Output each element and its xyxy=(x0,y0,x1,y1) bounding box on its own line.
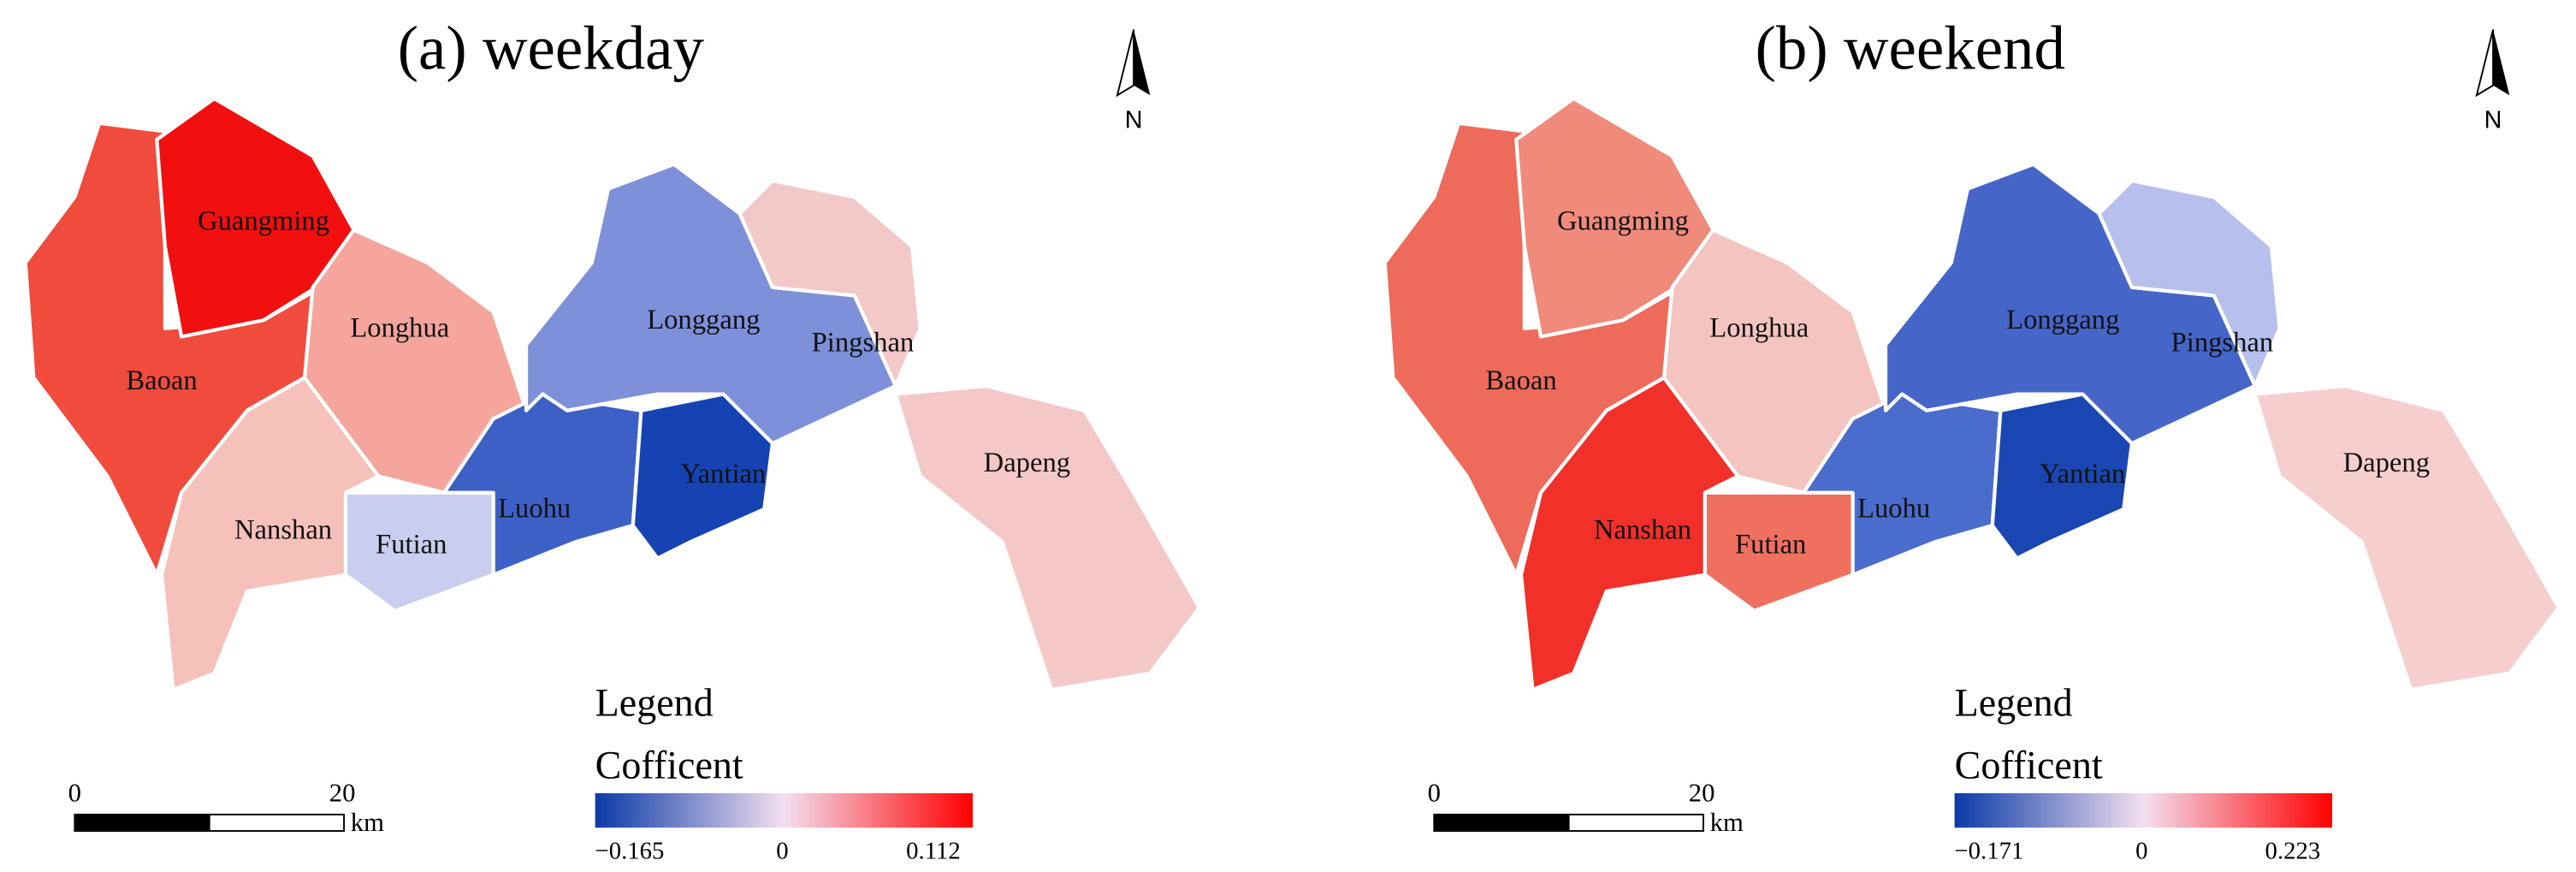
legend-subtitle: Cofficent xyxy=(1955,744,2103,787)
legend-title: Legend xyxy=(1955,681,2073,725)
district-label: Nanshan xyxy=(234,514,332,545)
scale-unit: km xyxy=(351,808,384,837)
scale-unit: km xyxy=(1710,808,1744,837)
district-label: Nanshan xyxy=(1594,514,1691,545)
north-arrow xyxy=(2475,29,2495,98)
district-label: Baoan xyxy=(1485,365,1556,396)
scale-bar xyxy=(208,813,346,832)
color-bar-label: 0 xyxy=(776,838,788,865)
district-label: Yantian xyxy=(680,459,766,489)
color-bar-label: 0 xyxy=(2135,838,2147,865)
district-shape xyxy=(2097,178,2282,389)
district-shape xyxy=(2253,383,2561,692)
map-panel: Baoan Guangming Longhua Nanshan Futian Luohu L… xyxy=(1383,14,2561,865)
color-bar-label: −0.171 xyxy=(1954,838,2023,865)
scale-bar xyxy=(1567,813,1704,832)
scale-label: 20 xyxy=(329,778,356,807)
district-shape xyxy=(737,178,922,389)
scale-label: 20 xyxy=(1689,778,1715,807)
color-bar xyxy=(1954,792,2332,828)
district-shape xyxy=(893,383,1201,692)
color-bar-label: 0.223 xyxy=(2265,838,2321,865)
district-label: Longhua xyxy=(1709,312,1809,343)
district-label: Guangming xyxy=(198,206,329,237)
district-shape xyxy=(631,392,775,561)
district-label: Pingshan xyxy=(2171,328,2274,359)
district-label: Guangming xyxy=(1557,206,1689,237)
district-label: Longhua xyxy=(350,312,449,343)
north-label: N xyxy=(1125,107,1143,134)
legend-title: Legend xyxy=(595,681,714,725)
color-bar-label: 0.112 xyxy=(906,838,961,865)
color-bar xyxy=(595,792,974,828)
district-label: Pingshan xyxy=(812,328,915,359)
scale-bar xyxy=(74,813,210,832)
district-label: Luohu xyxy=(498,493,571,524)
north-label: N xyxy=(2484,107,2502,134)
north-arrow xyxy=(2493,29,2510,96)
legend-subtitle: Cofficent xyxy=(595,744,743,787)
scale-bar xyxy=(1433,813,1570,832)
district-label: Futian xyxy=(376,530,447,561)
district-shape xyxy=(1990,392,2134,561)
panel-title: (a) weekday xyxy=(398,14,705,83)
district-label: Yantian xyxy=(2040,459,2125,489)
color-bar-label: −0.165 xyxy=(595,838,664,865)
scale-label: 0 xyxy=(1428,778,1441,807)
district-label: Futian xyxy=(1735,530,1806,561)
district-label: Longgang xyxy=(2006,305,2119,335)
district-label: Baoan xyxy=(126,365,197,396)
map-panel: Baoan Guangming Longhua Nanshan Futian Luohu L… xyxy=(23,14,1201,865)
district-label: Dapeng xyxy=(984,448,1070,478)
north-arrow xyxy=(1116,29,1135,98)
district-label: Longgang xyxy=(647,305,760,335)
panel-title: (b) weekend xyxy=(1756,14,2065,83)
district-label: Luohu xyxy=(1857,493,1930,524)
district-label: Dapeng xyxy=(2343,448,2430,478)
north-arrow xyxy=(1134,29,1151,96)
scale-label: 0 xyxy=(68,778,81,807)
